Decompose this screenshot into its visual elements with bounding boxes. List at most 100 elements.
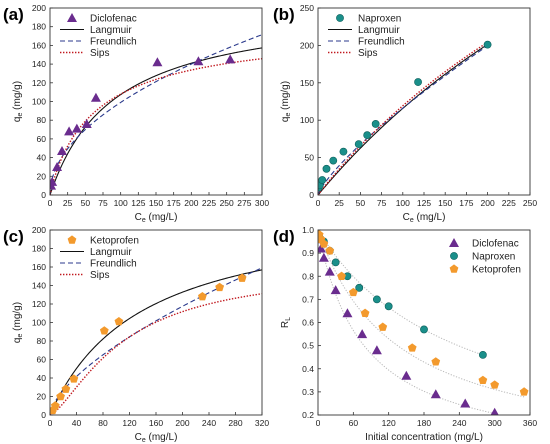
x-tick-label: 320 — [255, 418, 269, 428]
data-point-diclofenac — [57, 146, 68, 156]
x-tick-label: 40 — [72, 418, 82, 428]
x-tick-label: 250 — [220, 198, 234, 208]
legend-item: Freundlich — [60, 259, 137, 270]
data-point-diclofenac — [342, 308, 353, 318]
plot-frame — [317, 7, 531, 196]
y-tick-label: 0.9 — [302, 248, 314, 258]
chart-panel-2: (b) 0 25 50 75 100 125 150 175 200 225 250 0 50 100 150… — [273, 3, 537, 224]
data-point-naproxen — [329, 156, 338, 165]
legend-label: Freundlich — [90, 37, 137, 48]
y-tick-label: 0.4 — [302, 364, 314, 374]
data-point-naproxen — [371, 120, 380, 128]
chart-panel-3: (c) 0 40 80 120 160 200 240 280 320 0 20 40 60 80 100 12… — [3, 225, 269, 444]
data-point-ketoprofen — [61, 384, 71, 393]
y-tick-label: 100 — [300, 115, 314, 125]
data-point-naproxen — [318, 176, 327, 184]
panel-letter: (d) — [273, 227, 295, 246]
x-axis-label: Initial concentration (mg/L) — [365, 432, 483, 443]
data-point-diclofenac — [225, 54, 236, 64]
x-axis-label: Ce (mg/L) — [135, 432, 178, 444]
legend-label: Freundlich — [90, 259, 137, 270]
data-point-diclofenac — [64, 126, 75, 136]
x-tick-label: 175 — [459, 198, 473, 208]
y-tick-label: 0 — [41, 410, 46, 420]
legend-item: Sips — [60, 270, 109, 281]
legend-item: Langmuir — [328, 25, 400, 36]
y-tick-label: 80 — [37, 336, 47, 346]
data-point-ketoprofen — [215, 282, 224, 292]
y-tick-label: 0.6 — [302, 318, 314, 328]
data-point-ketoprofen — [431, 357, 441, 366]
x-tick-label: 60 — [349, 418, 359, 428]
data-point-diclofenac — [90, 92, 101, 102]
series-line-sips — [318, 41, 488, 195]
legend-item: Sips — [60, 48, 109, 59]
data-point-ketoprofen — [56, 391, 65, 401]
y-tick-label: 180 — [32, 244, 46, 254]
panel-letter: (b) — [273, 5, 295, 24]
legend-label: Langmuir — [358, 25, 400, 36]
data-point-ketoprofen — [50, 401, 60, 410]
legend-item: Naproxen — [336, 14, 401, 25]
y-tick-label: 40 — [37, 153, 47, 163]
y-tick-label: 150 — [300, 78, 314, 88]
data-point-diclofenac — [152, 57, 163, 67]
legend-marker — [450, 252, 458, 260]
y-tick-label: 0.5 — [302, 341, 314, 351]
fit-curve-ketoprofen — [318, 231, 525, 398]
x-tick-label: 150 — [149, 198, 163, 208]
y-tick-label: 60 — [37, 355, 47, 365]
data-point-diclofenac — [50, 176, 58, 186]
y-tick-label: 140 — [32, 59, 46, 69]
y-axis-label: qe (mg/g) — [280, 81, 292, 122]
data-point-ketoprofen — [237, 273, 247, 282]
x-tick-label: 0 — [316, 418, 321, 428]
series-line-freundlich — [50, 267, 262, 415]
data-point-diclofenac — [490, 407, 499, 415]
legend-item: Ketoprofen — [67, 235, 139, 247]
plot-area — [50, 267, 262, 415]
legend-label: Ketoprofen — [90, 236, 139, 247]
y-tick-label: 160 — [32, 262, 46, 272]
x-tick-label: 360 — [523, 418, 537, 428]
legend-marker — [67, 235, 77, 244]
chart-panel-1: (a)0 25 50 75 100 125 150 175 200 225 250 275 300020… — [3, 3, 269, 224]
x-tick-label: 120 — [122, 418, 136, 428]
plot-area — [50, 34, 262, 195]
series-line-langmuir — [318, 43, 488, 195]
data-point-diclofenac — [81, 118, 92, 128]
series-line-langmuir — [50, 47, 262, 195]
y-tick-label: 100 — [32, 318, 46, 328]
data-point-naproxen — [414, 78, 422, 86]
y-axis-label: qe (mg/g) — [12, 81, 24, 122]
y-tick-label: 0 — [309, 190, 314, 200]
y-tick-label: 0 — [41, 190, 46, 200]
x-tick-label: 250 — [523, 198, 537, 208]
data-point-ketoprofen — [319, 239, 329, 248]
series-line-freundlich — [318, 45, 488, 195]
panel-letter: (a) — [3, 5, 24, 24]
y-tick-label: 120 — [32, 78, 46, 88]
chart-panel-4: (d) 0 60 120 180 240 300 360 0.2 0.3 0.4 0.5 0.6 0.7 0… — [273, 225, 537, 443]
x-tick-label: 100 — [396, 198, 410, 208]
x-tick-label: 120 — [382, 418, 396, 428]
data-point-naproxen — [355, 283, 364, 292]
legend-label: Naproxen — [472, 252, 515, 263]
y-tick-label: 0.7 — [302, 294, 314, 304]
fit-curve-naproxen — [318, 230, 484, 356]
x-tick-label: 280 — [228, 418, 242, 428]
x-tick-label: 25 — [334, 198, 344, 208]
plot-area — [318, 230, 529, 415]
data-point-naproxen — [354, 140, 363, 149]
x-axis-label: Ce (mg/L) — [135, 212, 178, 224]
y-tick-label: 200 — [32, 3, 46, 13]
x-tick-label: 80 — [98, 418, 108, 428]
x-tick-label: 125 — [417, 198, 431, 208]
x-tick-label: 50 — [356, 198, 366, 208]
legend: Diclofenac Naproxen Ketoprofen — [449, 238, 521, 276]
data-point-naproxen — [483, 40, 492, 49]
x-tick-label: 225 — [202, 198, 216, 208]
legend-item: Diclofenac — [449, 238, 519, 250]
data-point-diclofenac — [460, 398, 471, 408]
